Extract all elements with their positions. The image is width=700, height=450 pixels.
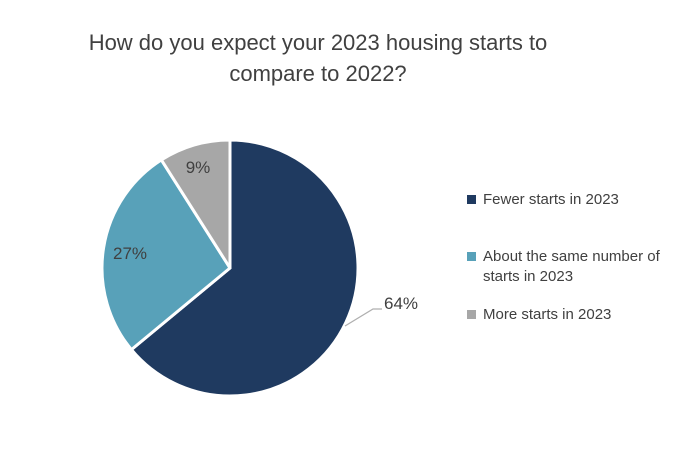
legend-item-more-starts: More starts in 2023 — [467, 305, 677, 325]
legend-label-fewer-starts: Fewer starts in 2023 — [483, 191, 619, 208]
data-label-more-starts: 9% — [185, 158, 211, 177]
legend-swatch-fewer-starts-icon — [467, 195, 476, 204]
legend-label-more-starts: More starts in 2023 — [483, 306, 612, 323]
data-label-same-starts: 27% — [112, 244, 148, 263]
chart-title: How do you expect your 2023 housing star… — [88, 30, 548, 86]
legend-swatch-more-starts-icon — [467, 310, 476, 319]
legend-label-same-starts: About the same number of starts in 2023 — [483, 248, 660, 285]
legend-item-same-starts: About the same number of starts in 2023 — [467, 247, 677, 287]
pie-slice-more-starts — [159, 138, 232, 270]
pie-slice-fewer-starts — [129, 138, 360, 398]
data-label-fewer-starts: 64% — [384, 294, 419, 313]
leader-line-64 — [344, 308, 382, 327]
legend-swatch-same-starts-icon — [467, 252, 476, 261]
legend-item-fewer-starts: Fewer starts in 2023 — [467, 190, 677, 210]
pie-slice-same-starts — [100, 158, 232, 352]
